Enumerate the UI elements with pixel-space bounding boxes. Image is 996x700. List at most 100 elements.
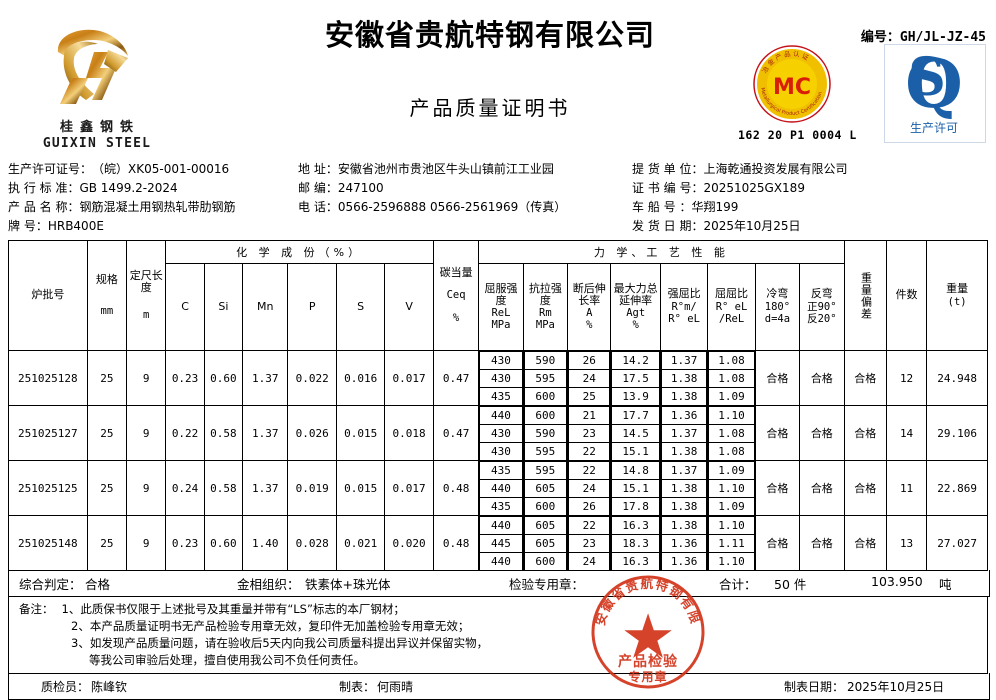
mech-subvalue: 14.2	[611, 351, 660, 370]
notes-text-1: 1、此质保书仅限于上述批号及其重量并带有“LS”标志的本厂钢材；	[61, 602, 405, 616]
verdict-value: 合格	[85, 577, 111, 592]
cell-p: 0.028	[287, 515, 337, 571]
cell-mech-rel: 440 430 430	[478, 405, 524, 461]
cell-c: 0.22	[165, 405, 205, 461]
th-bend-l1: 180°	[764, 300, 791, 313]
cell-weight: 22.869	[926, 460, 988, 516]
mech-subvalue: 1.09	[708, 461, 755, 480]
th-weight-deviation-cn: 重量偏差	[859, 271, 873, 320]
mech-subvalue: 440	[479, 406, 523, 425]
verdict-label: 综合判定：	[19, 577, 82, 592]
mech-subvalue: 440	[479, 516, 523, 535]
mech-subvalue: 1.37	[660, 424, 708, 443]
cell-heat-no: 251025125	[8, 460, 88, 516]
th-spec-cn: 规格	[95, 273, 118, 286]
cell-rebend: 合格	[799, 515, 845, 571]
mech-subvalue: 24	[568, 479, 611, 498]
cell-mech-r1: 1.37 1.38 1.38	[659, 350, 709, 406]
cell-mech-a: 26 24 25	[567, 350, 612, 406]
th-p: P	[287, 263, 337, 351]
th-cold-bend: 冷弯 180° d=4a	[754, 263, 801, 351]
shipdate-label: 发 货 日 期：	[632, 219, 704, 233]
cell-cold-bend: 合格	[754, 515, 801, 571]
mech-subvalue: 17.8	[611, 497, 660, 515]
cell-si: 0.58	[203, 405, 244, 461]
mc-certification-icon: MC 冶 金 产 品 认 证 Metallurgical Product Cer…	[752, 44, 832, 124]
cell-mn: 1.37	[242, 460, 289, 516]
mech-subvalue: 1.11	[708, 534, 755, 553]
mech-subvalue: 1.38	[660, 479, 708, 498]
mech-subvalue: 18.3	[611, 534, 660, 553]
cell-length: 9	[126, 405, 167, 461]
doc-number: 编号：GH/JL-JZ-45	[861, 26, 986, 45]
mech-subvalue: 435	[479, 387, 523, 405]
summary-bar: 综合判定： 合格 金相组织： 铁素体+珠光体 检验专用章： 合计： 50 件 1…	[8, 570, 990, 597]
mech-subvalue: 1.36	[660, 534, 708, 553]
cell-length: 9	[126, 350, 167, 406]
date-value: 2025年10月25日	[847, 680, 945, 694]
document-header: 桂鑫钢铁 GUIXIN STEEL 安徽省贵航特钢有限公司 产品质量证明书 编号…	[0, 0, 996, 160]
table-row: 251025148 25 9 0.23 0.60 1.40 0.028 0.021 0.020 0…	[8, 515, 988, 571]
product-row: 产 品 名 称：钢筋混凝土用钢热轧带肋钢筋	[8, 198, 308, 217]
title-block: 安徽省贵航特钢有限公司 产品质量证明书	[230, 0, 750, 121]
cell-spec: 25	[86, 405, 128, 461]
th-ratio1-cn: 强屈比	[667, 287, 701, 301]
cell-heat-no: 251025127	[8, 405, 88, 461]
total-label: 合计：	[719, 577, 757, 592]
standard-row: 执 行 标 准：GB 1499.2-2024	[8, 179, 308, 198]
metallography-value: 铁素体+珠光体	[305, 577, 391, 592]
inspector-label: 质检员：	[41, 680, 90, 694]
cell-c: 0.24	[165, 460, 205, 516]
product-value: 钢筋混凝土用钢热轧带肋钢筋	[79, 200, 236, 214]
th-c: C	[165, 263, 205, 351]
mech-subvalue: 430	[479, 369, 523, 388]
cell-heat-no: 251025128	[8, 350, 88, 406]
mech-subvalue: 600	[523, 497, 568, 515]
cell-pieces: 14	[885, 405, 928, 461]
cell-mech-rel: 435 440 435	[478, 460, 524, 516]
mech-subvalue: 1.38	[660, 516, 708, 535]
phone-row: 电 话：0566-2596888 0566-2561969（传真）	[298, 198, 628, 217]
cell-mech-rm: 595 605 600	[522, 460, 569, 516]
cell-p: 0.019	[287, 460, 337, 516]
th-ceq-cn: 碳当量	[439, 265, 473, 279]
license-label: 生产许可证号：	[8, 162, 93, 176]
shipdate-row: 发 货 日 期：2025年10月25日	[632, 217, 992, 236]
document-title: 产品质量证明书	[409, 96, 571, 120]
total-weight: 103.950	[871, 574, 923, 589]
mech-subvalue: 430	[479, 351, 523, 370]
th-agt: 最大力总延伸率 Agt %	[610, 263, 661, 351]
th-weight-deviation: 重量偏差	[843, 240, 887, 351]
th-rebend-l2: 反20°	[807, 313, 837, 326]
cell-p: 0.022	[287, 350, 337, 406]
table-group-header-row: 炉批号 规格 mm 定尺长度 m 化 学 成 份（%） 碳当量 Ceq	[8, 240, 988, 351]
address-row: 地 址：安徽省池州市贵池区牛头山镇前江工业园	[298, 160, 628, 179]
th-ceq-unit: %	[452, 311, 460, 324]
th-v: V	[384, 263, 434, 351]
th-rebend: 反弯 正90° 反20°	[799, 263, 845, 351]
mech-subvalue: 1.38	[660, 387, 708, 405]
cell-weight: 27.027	[926, 515, 988, 571]
mech-subvalue: 595	[523, 442, 568, 460]
postcode-label: 邮 编：	[298, 181, 338, 195]
mech-subvalue: 1.10	[708, 406, 755, 425]
th-rel-unit: MPa	[491, 319, 511, 331]
notes-line-2: 2、本产品质量证明书无产品检验专用章无效，复印件无加盖检验专用章无效；	[71, 619, 470, 633]
th-length: 定尺长度 m	[126, 240, 167, 351]
th-ratio2-cn: 屈屈比	[715, 287, 749, 301]
mech-subvalue: 440	[479, 552, 523, 570]
date-label: 制表日期：	[784, 680, 845, 694]
certno-label: 证 书 编 号：	[632, 181, 704, 195]
vehicle-row: 车 船 号 ：华翔199	[632, 198, 992, 217]
cell-ceq: 0.48	[432, 460, 480, 516]
mech-subvalue: 1.38	[660, 442, 708, 460]
th-length-cn: 定尺长度	[129, 268, 163, 295]
certno-row: 证 书 编 号：20251025GX189	[632, 179, 992, 198]
th-weight: 重量 (t)	[926, 240, 988, 351]
mech-subvalue: 26	[568, 351, 611, 370]
cell-mn: 1.40	[242, 515, 289, 571]
mech-subvalue: 16.3	[611, 552, 660, 570]
mech-subvalue: 22	[568, 516, 611, 535]
postcode-row: 邮 编：247100	[298, 179, 628, 198]
th-s: S	[335, 263, 386, 351]
